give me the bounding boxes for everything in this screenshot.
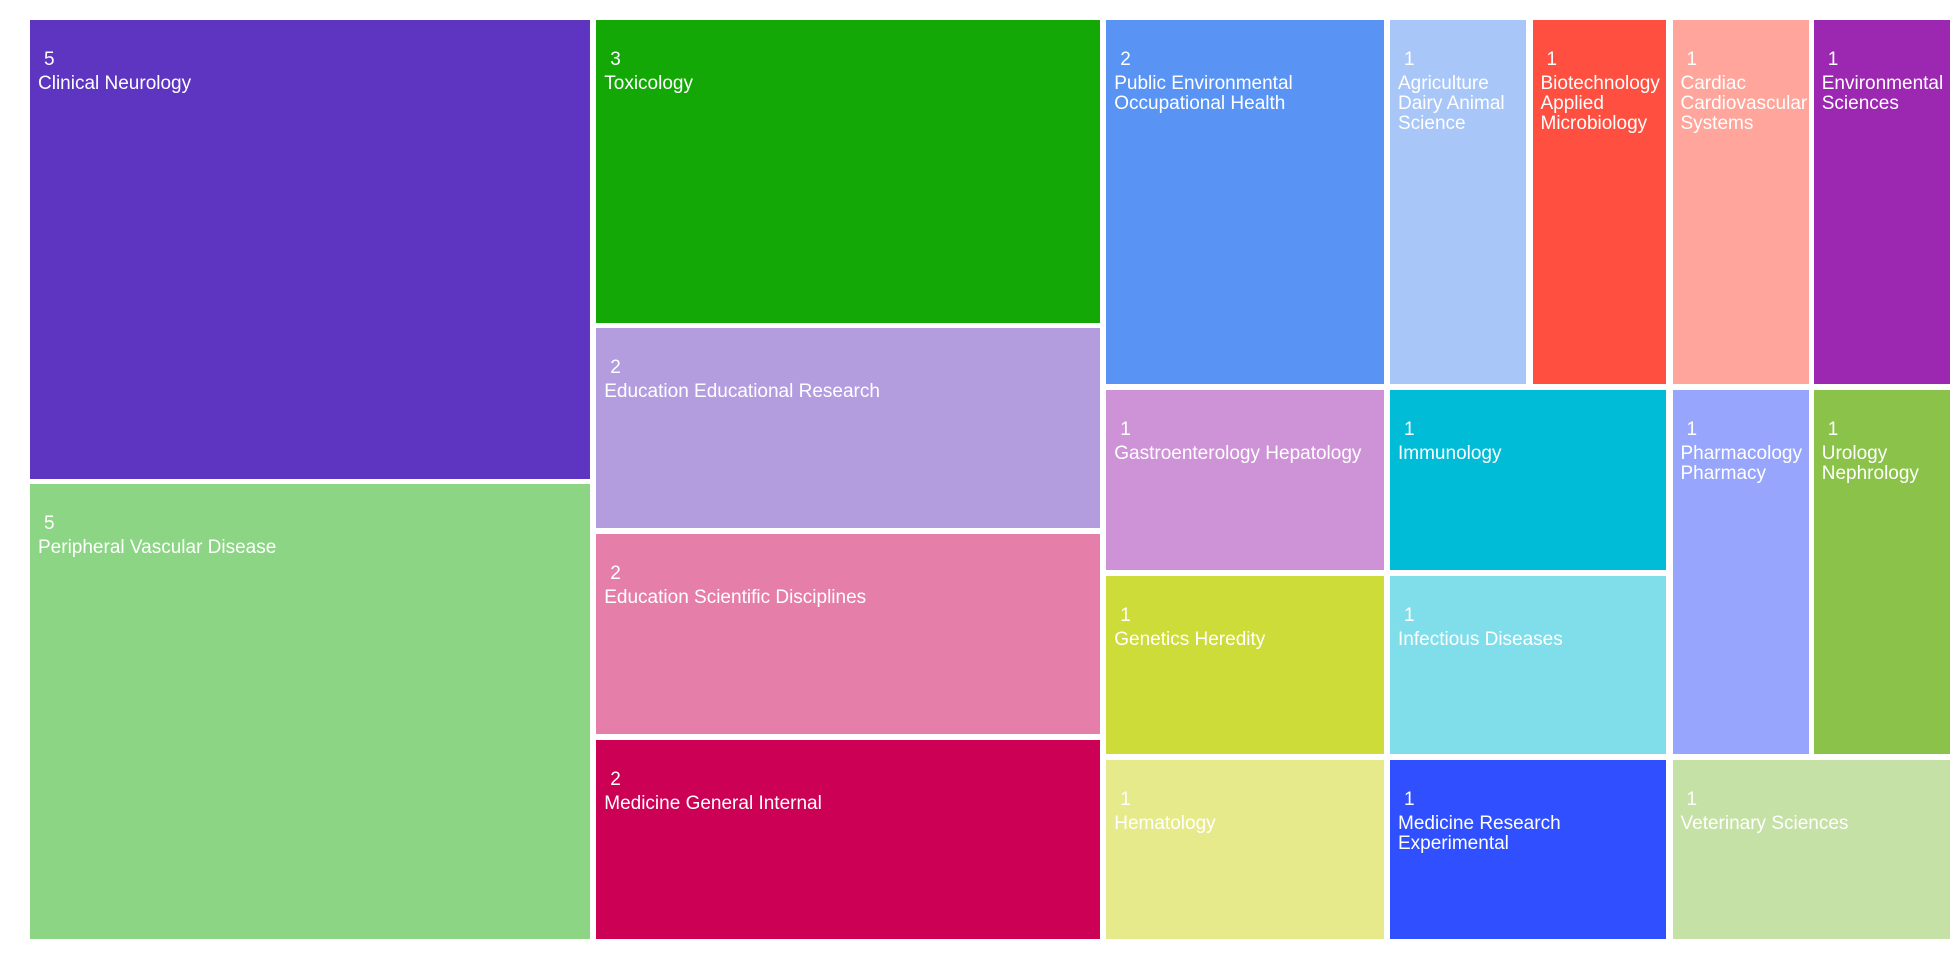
tile-label: Gastroenterology Hepatology — [1114, 443, 1362, 464]
tile-value: 2 — [610, 356, 621, 378]
tile-value: 1 — [1120, 419, 1131, 440]
tile-value: 1 — [1827, 49, 1839, 70]
tile-value: 2 — [610, 769, 621, 790]
tile-value: 1 — [1404, 789, 1415, 810]
tile: 1 Environmental Sciences — [1813, 20, 1950, 384]
tile-value: 1 — [1686, 419, 1698, 440]
tile-label: Peripheral Vascular Disease — [38, 536, 277, 558]
tile: 1 Cardiac Cardiovascular Systems — [1672, 20, 1809, 384]
tile-label: Urology Nephrology — [1821, 443, 1919, 484]
tile-label: Agriculture Dairy Animal Science — [1398, 73, 1505, 134]
tile-value: 1 — [1686, 49, 1698, 70]
tile-value: 1 — [1404, 419, 1415, 440]
tile: 1 Urology Nephrology — [1813, 390, 1950, 754]
tile: 1 Veterinary Sciences — [1672, 760, 1950, 939]
tile-label: Biotechnology Applied Microbiology — [1540, 73, 1660, 134]
tile-label: Environmental Sciences — [1821, 73, 1944, 114]
tile: 2 Education Educational Research — [596, 327, 1100, 528]
tile-value: 3 — [610, 49, 621, 70]
tile-value: 1 — [1686, 789, 1698, 810]
tile: 1 Pharmacology Pharmacy — [1672, 390, 1809, 754]
tile: 2 Education Scientific Disciplines — [596, 533, 1100, 734]
tile-value: 1 — [1404, 49, 1415, 70]
tile: 1 Genetics Heredity — [1106, 576, 1384, 754]
tile-value: 1 — [1404, 605, 1415, 627]
tile-value: 5 — [44, 49, 55, 70]
tile: 2 Public Environmental Occupational Healt… — [1106, 20, 1384, 384]
tile: 1 Biotechnology Applied Microbiology — [1532, 20, 1667, 384]
tile-label: Education Scientific Disciplines — [604, 586, 867, 608]
tile-value: 2 — [1120, 49, 1131, 70]
tile: 5 Clinical Neurology — [30, 20, 590, 479]
tile-value: 5 — [44, 512, 55, 534]
tile: 1 Hematology — [1106, 760, 1384, 939]
tile: 1 Infectious Diseases — [1390, 576, 1667, 754]
tile-label: Hematology — [1114, 813, 1216, 834]
tile: 1 Gastroenterology Hepatology — [1106, 390, 1384, 570]
tile: 1 Immunology — [1390, 390, 1667, 570]
tile-label: Medicine Research Experimental — [1398, 813, 1561, 854]
tile-label: Pharmacology Pharmacy — [1680, 443, 1802, 484]
tile: 1 Agriculture Dairy Animal Science — [1390, 20, 1527, 384]
tile-label: Medicine General Internal — [604, 793, 822, 814]
tile-label: Education Educational Research — [604, 380, 880, 402]
tile-value: 1 — [1120, 605, 1131, 627]
tile: 5 Peripheral Vascular Disease — [30, 483, 590, 939]
tile-value: 1 — [1546, 49, 1558, 70]
tile-label: Genetics Heredity — [1114, 629, 1266, 651]
tile-label: Veterinary Sciences — [1680, 813, 1849, 834]
tile-label: Public Environmental Occupational Health — [1114, 73, 1293, 114]
tile-value: 2 — [610, 562, 621, 584]
tile: 1 Medicine Research Experimental — [1390, 760, 1667, 939]
tile-value: 1 — [1827, 419, 1839, 440]
tile: 2 Medicine General Internal — [596, 740, 1100, 939]
tile-label: Toxicology — [604, 73, 693, 94]
tile-value: 1 — [1120, 789, 1131, 810]
tile-label: Immunology — [1398, 443, 1502, 464]
tile: 3 Toxicology — [596, 20, 1100, 323]
tile-label: Clinical Neurology — [38, 73, 192, 94]
tile-label: Cardiac Cardiovascular Systems — [1680, 73, 1808, 134]
tile-label: Infectious Diseases — [1398, 629, 1563, 651]
